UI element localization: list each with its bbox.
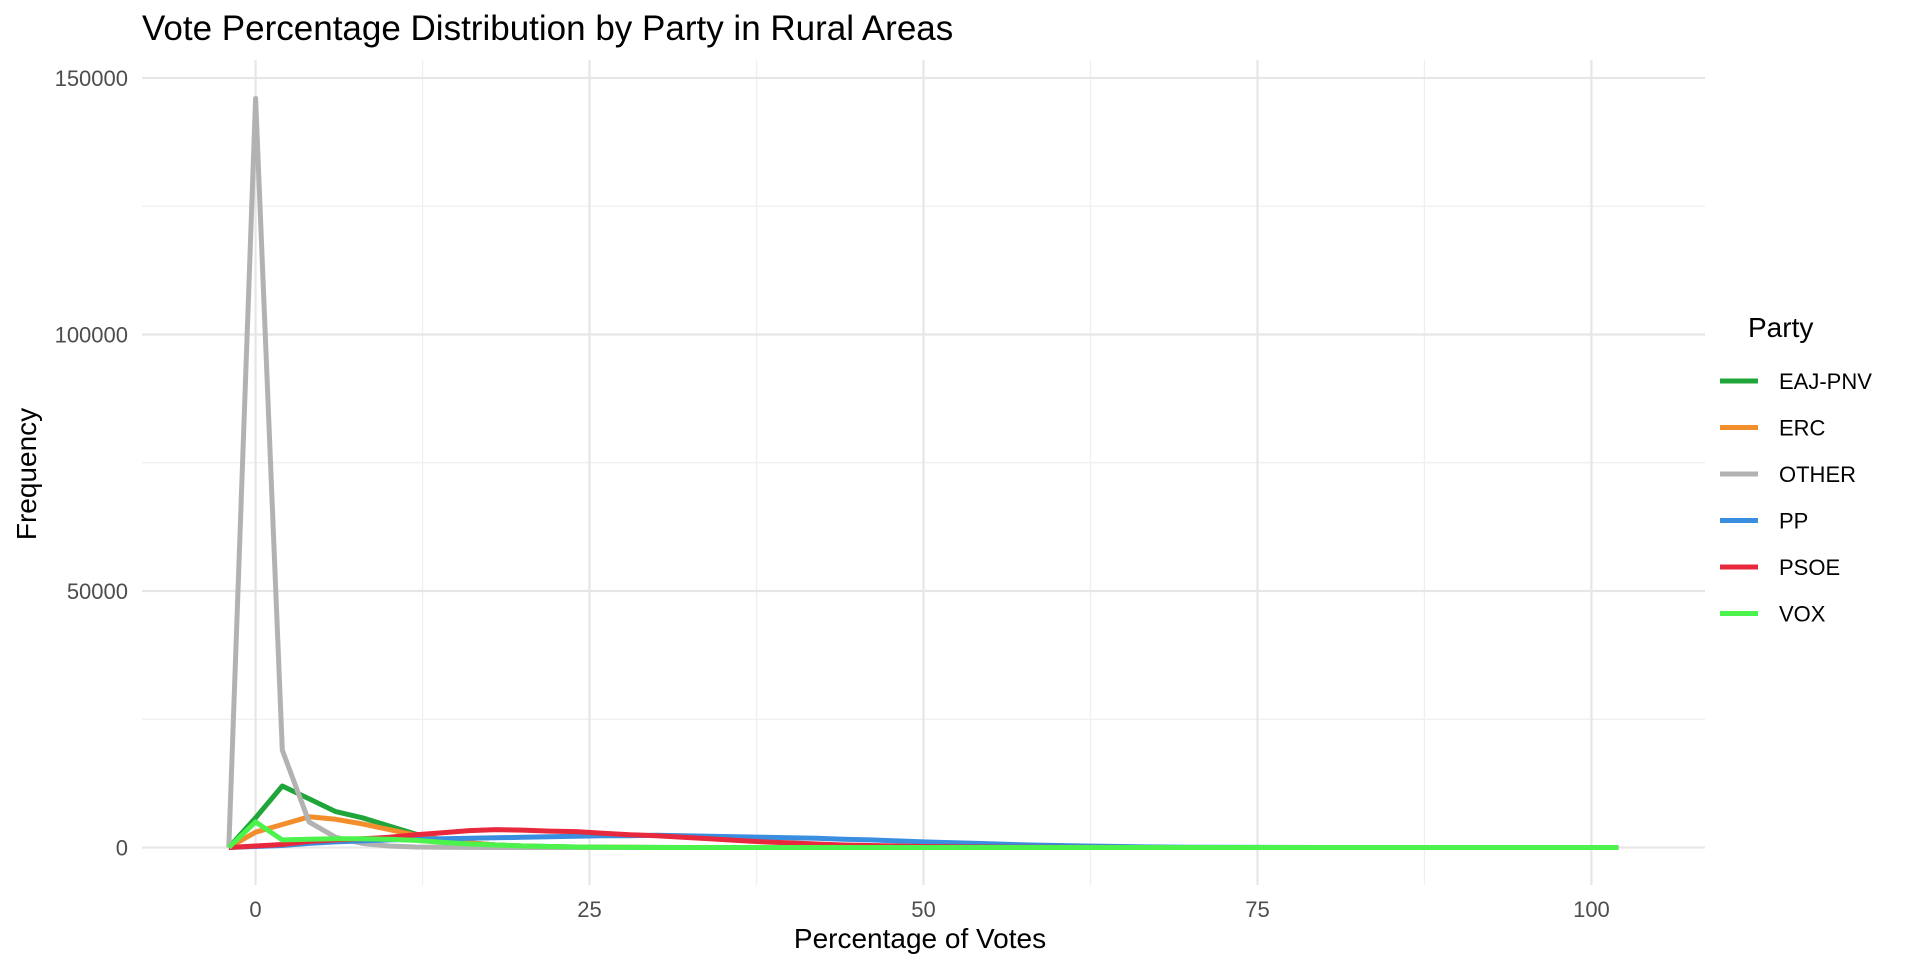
legend-title: Party [1748, 312, 1813, 343]
y-axis-title: Frequency [11, 408, 42, 540]
y-tick-label: 100000 [55, 322, 128, 347]
legend-item-other: OTHER [1720, 462, 1856, 487]
legend-item-vox: VOX [1720, 602, 1826, 627]
y-tick-label: 0 [116, 836, 128, 861]
legend-label: PP [1779, 509, 1808, 534]
x-tick-label: 75 [1245, 897, 1269, 922]
y-tick-label: 50000 [67, 579, 128, 604]
series-line-vox [227, 819, 1619, 850]
legend-label: EAJ-PNV [1779, 369, 1872, 394]
x-tick-label: 25 [577, 897, 601, 922]
legend-item-pp: PP [1720, 509, 1808, 534]
chart-title: Vote Percentage Distribution by Party in… [142, 9, 953, 48]
x-tick-label: 100 [1573, 897, 1610, 922]
legend-label: OTHER [1779, 462, 1856, 487]
legend-item-eaj-pnv: EAJ-PNV [1720, 369, 1872, 394]
series-layer [226, 96, 1619, 850]
y-tick-label: 150000 [55, 66, 128, 91]
legend-item-psoe: PSOE [1720, 555, 1840, 580]
legend-item-erc: ERC [1720, 416, 1826, 441]
legend-label: PSOE [1779, 555, 1840, 580]
legend-label: ERC [1779, 416, 1826, 441]
x-tick-label: 50 [911, 897, 935, 922]
ticks-layer: 0 25 50 75 100 0 50000 100000 150000 [55, 66, 1610, 922]
legend-items: EAJ-PNV ERC OTHER PP PSOE VOX [1720, 369, 1872, 627]
x-axis-title: Percentage of Votes [794, 923, 1046, 954]
legend-label: VOX [1779, 602, 1826, 627]
x-tick-label: 0 [249, 897, 261, 922]
legend: Party EAJ-PNV ERC OTHER PP PSOE VOX [1720, 312, 1872, 627]
grid-layer [142, 60, 1705, 885]
